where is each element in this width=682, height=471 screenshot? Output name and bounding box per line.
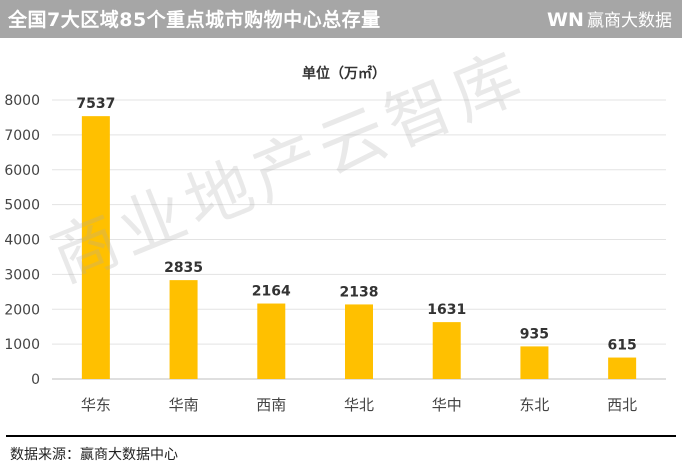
chart-subtitle: 单位（万㎡） — [302, 65, 386, 82]
bar — [520, 346, 549, 379]
bar — [169, 280, 198, 379]
footer-divider — [6, 435, 676, 437]
data-label: 2835 — [164, 260, 203, 276]
x-tick-label: 西北 — [607, 396, 637, 414]
data-label: 1631 — [427, 302, 466, 318]
x-tick-label: 华中 — [432, 396, 462, 414]
bar — [257, 303, 286, 379]
data-label: 2164 — [252, 284, 291, 300]
bar — [345, 304, 373, 379]
bar — [432, 322, 461, 379]
brand-mark-icon: WN — [547, 9, 583, 30]
x-axis: 华东 华南 西南 华北 华中 东北 西北 — [81, 396, 637, 414]
data-labels: 7537 2835 2164 2138 1631 935 615 — [76, 96, 636, 353]
x-tick-label: 华东 — [81, 396, 111, 414]
y-tick-label: 7000 — [4, 128, 40, 144]
data-label: 615 — [608, 338, 637, 354]
brand-logo: WN 赢商大数据 — [547, 6, 672, 32]
y-tick-label: 6000 — [4, 163, 40, 179]
y-tick-label: 8000 — [4, 93, 40, 109]
data-label: 2138 — [340, 284, 379, 300]
brand-name: 赢商大数据 — [587, 11, 672, 31]
y-axis: 0 1000 2000 3000 4000 5000 6000 7000 8000 — [4, 93, 40, 388]
y-tick-label: 4000 — [4, 233, 40, 249]
header-bar: 全国7大区域85个重点城市购物中心总存量 WN 赢商大数据 — [0, 0, 682, 38]
x-tick-label: 西南 — [256, 396, 286, 414]
bar — [608, 357, 637, 379]
gridlines — [52, 99, 666, 380]
x-tick-label: 东北 — [519, 396, 549, 414]
y-tick-label: 5000 — [4, 198, 40, 214]
data-label: 935 — [520, 326, 549, 342]
y-tick-label: 0 — [31, 372, 40, 388]
bars — [81, 116, 637, 379]
page-title: 全国7大区域85个重点城市购物中心总存量 — [8, 9, 381, 31]
y-tick-label: 1000 — [4, 337, 40, 353]
y-tick-label: 3000 — [4, 267, 40, 283]
data-label: 7537 — [76, 96, 115, 112]
x-tick-label: 华北 — [344, 396, 374, 414]
svg-text:WN: WN — [547, 9, 583, 30]
bar — [81, 116, 110, 379]
y-tick-label: 2000 — [4, 302, 40, 318]
x-tick-label: 华南 — [169, 396, 199, 414]
source-note: 数据来源：赢商大数据中心 — [10, 447, 178, 463]
